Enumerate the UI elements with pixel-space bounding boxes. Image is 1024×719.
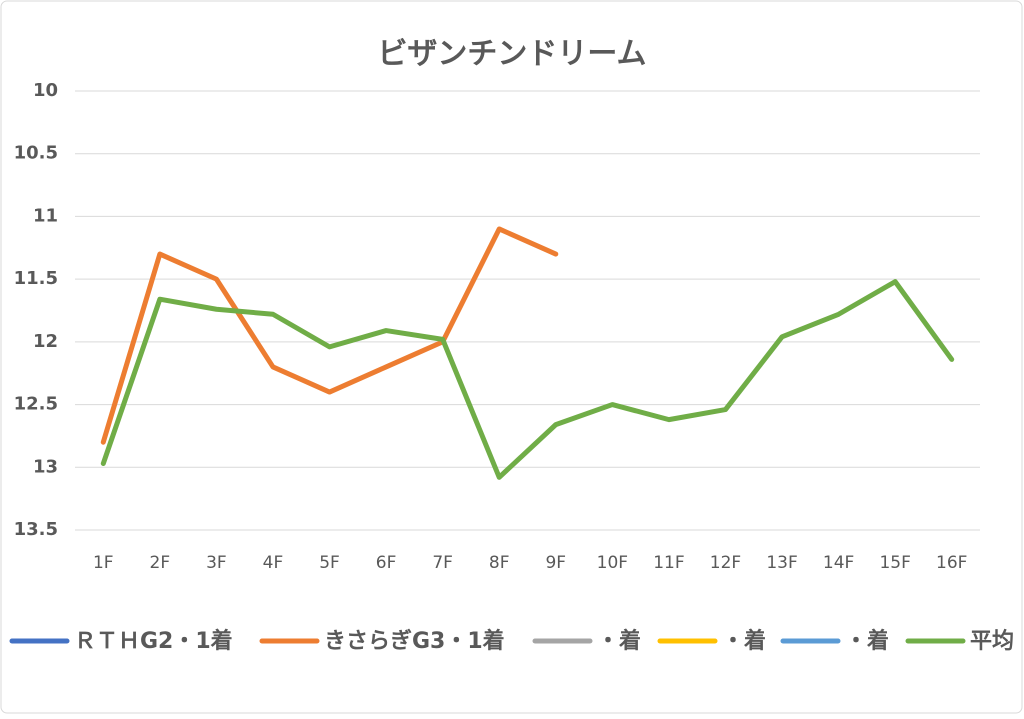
legend-label: ・着	[597, 628, 641, 654]
y-tick-label: 10.5	[14, 143, 58, 164]
series-line	[100, 226, 559, 445]
x-tick-label: 4F	[263, 553, 284, 573]
y-tick-label: 11.5	[14, 268, 58, 289]
x-tick-label: 3F	[206, 553, 227, 573]
legend-label: 平均	[970, 628, 1014, 654]
x-tick-label: 15F	[879, 553, 910, 573]
legend-label: ・着	[845, 628, 889, 654]
x-tick-label: 6F	[376, 553, 397, 573]
x-tick-label: 7F	[432, 553, 453, 573]
x-tick-label: 1F	[93, 553, 114, 573]
series-line	[100, 279, 955, 480]
x-tick-label: 2F	[150, 553, 171, 573]
legend-label: きさらぎG3・1着	[324, 628, 505, 654]
x-tick-label: 16F	[936, 553, 967, 573]
x-tick-label: 10F	[597, 553, 628, 573]
x-tick-label: 14F	[823, 553, 854, 573]
x-tick-label: 5F	[319, 553, 340, 573]
y-tick-label: 12	[33, 331, 58, 352]
x-tick-label: 11F	[653, 553, 684, 573]
x-tick-label: 13F	[766, 553, 797, 573]
chart-title: ビザンチンドリーム	[377, 37, 646, 72]
x-tick-label: 8F	[489, 553, 510, 573]
y-tick-label: 10	[33, 80, 58, 101]
legend-label: ・着	[722, 628, 766, 654]
y-tick-label: 11	[33, 205, 58, 226]
y-tick-label: 13	[33, 456, 58, 477]
y-tick-label: 12.5	[14, 394, 58, 415]
x-tick-label: 9F	[545, 553, 566, 573]
y-tick-label: 13.5	[14, 519, 58, 540]
x-tick-label: 12F	[710, 553, 741, 573]
legend-label: ＲＴＨG2・1着	[74, 628, 233, 654]
